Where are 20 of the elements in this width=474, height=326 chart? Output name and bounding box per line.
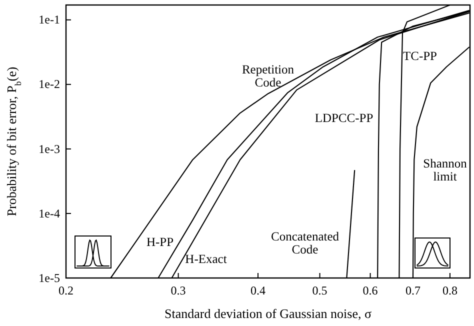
series-label: TC-PP [402, 49, 438, 63]
series-label: H-Exact [185, 252, 228, 266]
x-tick-label: 0.5 [312, 284, 328, 298]
series-label: Shannon limit [423, 156, 468, 184]
series-label: LDPCC-PP [314, 111, 374, 125]
x-tick-label: 0.7 [405, 284, 420, 298]
y-tick-label: 1e-1 [38, 12, 60, 27]
series-label: H-PP [146, 235, 174, 249]
y-tick-label: 1e-3 [38, 142, 60, 156]
y-tick-label: 1e-5 [38, 270, 60, 285]
x-tick-label: 0.4 [250, 284, 266, 298]
x-tick-label: 0.8 [442, 284, 458, 298]
series-label: Concatenated Code [270, 230, 340, 256]
x-tick-label: 0.2 [58, 284, 74, 298]
series-label: Repetition Code [242, 62, 295, 90]
x-tick-label: 0.3 [170, 284, 186, 298]
y-tick-label: 1e-4 [38, 206, 60, 220]
x-tick-label: 0.6 [362, 284, 378, 298]
x-axis-title: Standard deviation of Gaussian noise, σ [164, 306, 372, 321]
y-tick-label: 1e-2 [38, 77, 60, 92]
